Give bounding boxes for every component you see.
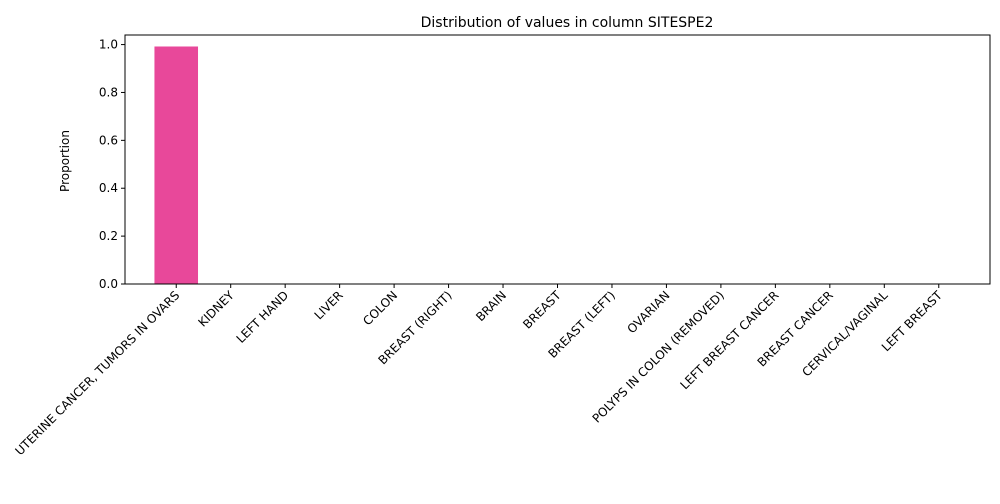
y-axis-label: Proportion	[58, 130, 72, 192]
x-tick-label: BRAIN	[473, 288, 509, 324]
y-tick-label: 0.2	[99, 229, 118, 243]
x-tick-label: LEFT HAND	[234, 288, 292, 346]
x-tick-label: KIDNEY	[195, 288, 237, 330]
x-tick-label: LEFT BREAST CANCER	[677, 288, 781, 392]
bar-0	[154, 46, 198, 284]
y-axis: 0.0 0.2 0.4 0.6 0.8 1.0	[99, 38, 125, 291]
x-tick-label: LIVER	[312, 288, 346, 322]
y-tick-label: 0.6	[99, 133, 118, 147]
y-tick-label: 0.0	[99, 277, 118, 291]
y-tick-label: 0.8	[99, 85, 118, 99]
x-tick-label: OVARIAN	[625, 288, 673, 336]
x-tick-label: UTERINE CANCER, TUMORS IN OVARS	[12, 288, 182, 458]
x-tick-label: COLON	[360, 288, 400, 328]
plot-frame	[125, 35, 990, 284]
y-tick-label: 1.0	[99, 38, 118, 52]
chart-title: Distribution of values in column SITESPE…	[421, 15, 714, 31]
x-tick-label: BREAST	[520, 288, 564, 332]
y-tick-label: 0.4	[99, 181, 118, 195]
plot-area	[154, 46, 960, 284]
